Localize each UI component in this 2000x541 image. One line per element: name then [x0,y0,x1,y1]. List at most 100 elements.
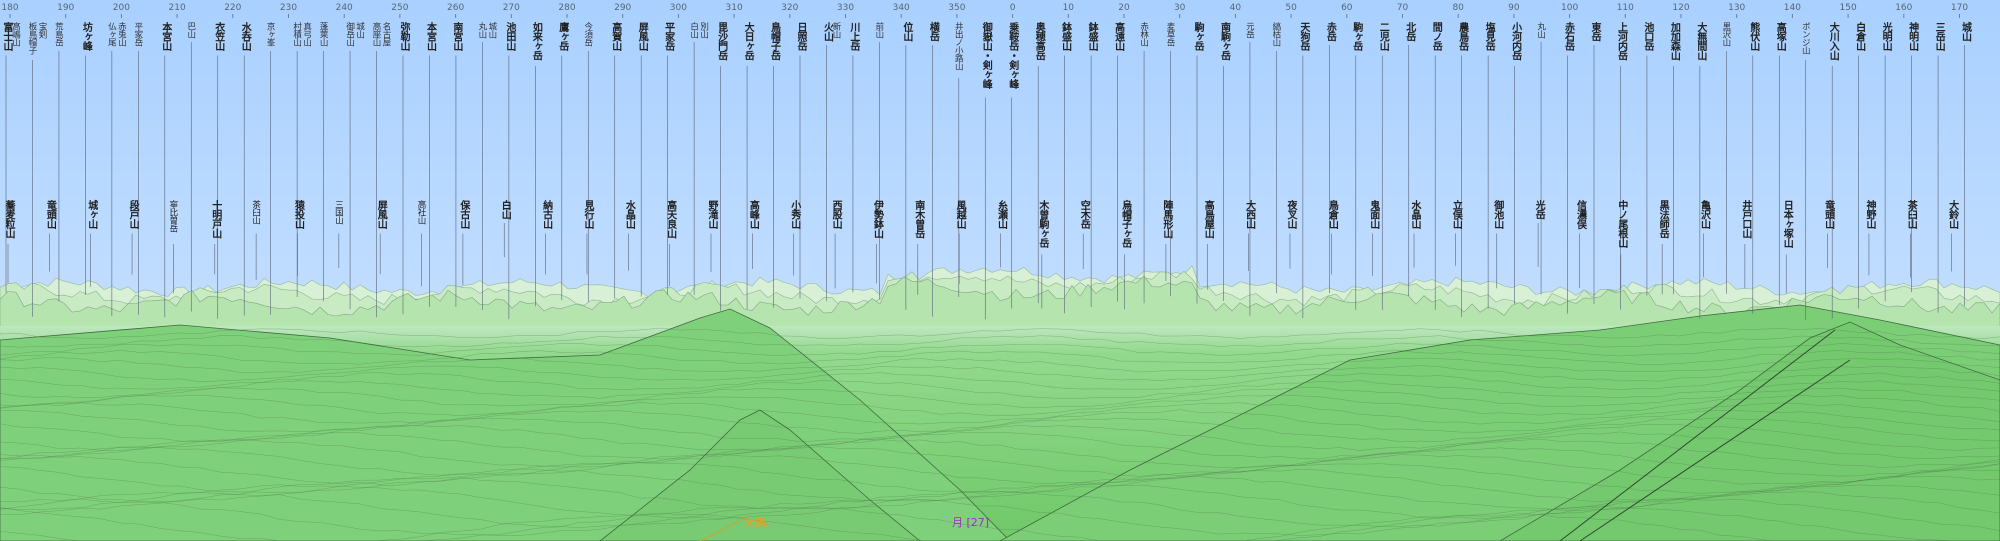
sun-marker[interactable]: 太陽 [744,516,766,529]
peak-label[interactable]: 村積山 [291,22,302,46]
peak-label[interactable]: 上河内岳 [1615,22,1627,60]
peak-label[interactable]: 毘沙門岳 [715,22,727,60]
peak-label[interactable]: 鳥倉山 [1326,200,1338,229]
peak-label[interactable]: 加加森山 [1668,22,1680,60]
peak-label[interactable]: 丸山 [1535,22,1546,38]
peak-label[interactable]: 茶臼山 [250,200,261,224]
peak-label[interactable]: 信濃俣 [1574,200,1586,229]
peak-label[interactable]: 川上岳 [847,22,859,51]
peak-label[interactable]: 井戸口山 [1739,200,1751,238]
peak-label[interactable]: 立俣山 [1450,200,1462,229]
peak-label[interactable]: 坊ヶ峰 [80,22,92,51]
peak-label[interactable]: 奥穂高岳 [1033,22,1045,60]
peak-label[interactable]: 屏風山 [375,200,387,229]
peak-label[interactable]: 駒ヶ岳 [1350,22,1362,51]
peak-label[interactable]: 赤岳 [1324,22,1336,41]
peak-label[interactable]: 南木曽岳 [912,200,924,238]
peak-label[interactable]: 日本ヶ塚山 [1781,200,1793,248]
peak-label[interactable]: ボンジ山 [1800,22,1811,54]
peak-label[interactable]: 位山 [900,22,912,41]
peak-sublabel[interactable]: 名古屋 [381,22,392,46]
peak-label[interactable]: 間ノ岳 [1430,22,1442,51]
peak-label[interactable]: 高座山 [371,22,382,46]
peak-label[interactable]: 風越山 [954,200,966,229]
peak-label[interactable]: 熊伏山 [1747,22,1759,51]
peak-label[interactable]: 高社山 [416,200,427,224]
peak-label[interactable]: 赤石岳 [1562,22,1574,51]
peak-label[interactable]: 井出ノ小路山 [953,22,964,70]
peak-label[interactable]: 三岳山 [1933,22,1945,51]
peak-label[interactable]: 日照岳 [795,22,806,51]
peak-label[interactable]: 鬼面山 [1367,200,1379,229]
moon-marker[interactable]: 月 [27] [952,516,990,529]
peak-label[interactable]: 黒法師岳 [1657,200,1669,238]
peak-label[interactable]: 屏風山 [636,22,648,51]
peak-label[interactable]: 元岳 [1244,22,1255,38]
peak-sublabel[interactable]: 城山 [486,22,497,38]
peak-label[interactable]: 大鈴山 [1946,200,1958,229]
peak-label[interactable]: 小河内岳 [1509,22,1521,60]
peak-label[interactable]: 富士山 [1,22,12,51]
peak-label[interactable]: 大無間山 [1694,22,1706,60]
peak-label[interactable]: 如来ヶ岳 [530,22,542,60]
peak-label[interactable]: 茶臼山 [1905,200,1917,229]
peak-label[interactable]: 鳥帽子岳 [768,22,780,60]
peak-label[interactable]: 高鳥屋山 [1202,200,1214,238]
peak-label[interactable]: 平家岳 [132,22,143,46]
peak-label[interactable]: 丸山 [476,22,487,38]
peak-label[interactable]: 水晶山 [1409,200,1421,229]
peak-label[interactable]: 今須岳 [582,22,593,46]
peak-label[interactable]: 蕎麦粒山 [3,200,14,238]
peak-label[interactable]: 火山 [821,22,833,41]
peak-sublabel[interactable]: 宝剣 [36,22,47,38]
peak-label[interactable]: 寧比曽岳 [167,200,178,232]
peak-label[interactable]: 城山 [1959,22,1971,41]
peak-label[interactable]: 二児山 [1377,22,1389,51]
peak-sublabel[interactable]: 城山 [354,22,365,38]
peak-label[interactable]: 猿投山 [292,200,304,229]
peak-label[interactable]: 鉢盛山 [1059,22,1071,51]
peak-label[interactable]: 大西山 [1243,200,1255,229]
peak-label[interactable]: 塩見岳 [1483,22,1495,51]
peak-sublabel[interactable]: 新山 [830,22,841,38]
peak-sublabel[interactable]: 真弓山 [301,22,312,46]
peak-label[interactable]: 野滝山 [706,200,718,229]
peak-sublabel[interactable]: 赤兎山 [116,22,127,46]
peak-label[interactable]: 京ヶ峯 [265,22,276,46]
peak-label[interactable]: 竜頭山 [44,200,56,229]
peak-label[interactable]: 高塚山 [1774,22,1786,51]
peak-label[interactable]: 亀沢山 [1698,200,1710,229]
peak-label[interactable]: 農鳥岳 [1456,22,1468,51]
peak-label[interactable]: 木曽駒ヶ岳 [1036,200,1048,248]
peak-label[interactable]: 池口岳 [1641,22,1653,51]
peak-label[interactable]: 光岳 [1533,200,1545,219]
peak-label[interactable]: 大日ヶ岳 [742,22,754,60]
peak-label[interactable]: 平家岳 [662,22,674,51]
peak-label[interactable]: 高天良山 [664,200,676,238]
peak-sublabel[interactable]: 高嶋山 [10,22,21,46]
peak-label[interactable]: 南駒ヶ岳 [1218,22,1230,60]
peak-label[interactable]: 縞枯山 [1270,22,1281,46]
peak-label[interactable]: 池田山 [503,22,515,51]
peak-label[interactable]: 駒ヶ岳 [1192,22,1203,51]
peak-label[interactable]: 納古山 [540,200,552,229]
peak-label[interactable]: 保古山 [457,200,469,229]
peak-label[interactable]: 鷹ヶ岳 [556,22,568,51]
peak-label[interactable]: 荒島岳 [53,22,64,46]
peak-label[interactable]: 赤林山 [1138,22,1149,46]
peak-label[interactable]: 横岳 [927,22,939,41]
peak-label[interactable]: 伊勢鉢山 [871,200,883,238]
peak-label[interactable]: 夜叉山 [1284,200,1296,229]
peak-label[interactable]: 空木岳 [1078,200,1090,229]
peak-label[interactable]: 見行山 [581,200,593,229]
peak-label[interactable]: 神明山 [1906,22,1918,51]
peak-label[interactable]: 小秀山 [788,200,800,229]
peak-label[interactable]: 天狗岳 [1297,22,1309,51]
peak-label[interactable]: 本宮山 [159,22,171,51]
peak-label[interactable]: 衣笠山 [212,22,224,51]
peak-label[interactable]: 麦草岳 [1165,22,1176,46]
peak-label[interactable]: 仏ヶ尾 [106,22,117,46]
peak-label[interactable]: 弥勒山 [398,22,409,51]
